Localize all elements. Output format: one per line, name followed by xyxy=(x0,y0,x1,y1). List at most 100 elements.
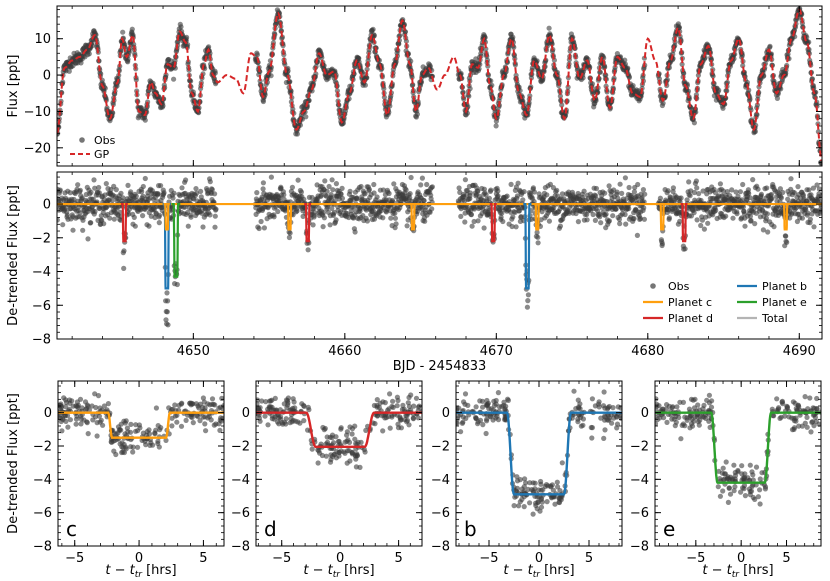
raw-obs-point xyxy=(517,88,523,94)
fold-obs-point xyxy=(272,395,278,401)
raw-obs-point xyxy=(178,24,184,30)
raw-obs-point xyxy=(362,82,368,88)
det-obs-point xyxy=(666,215,673,221)
fold-obs-point xyxy=(265,422,271,428)
raw-plot-area xyxy=(57,6,822,166)
raw-obs-point xyxy=(660,100,666,106)
raw-obs-point xyxy=(126,49,132,55)
det-obs-point xyxy=(764,211,771,217)
det-obs-point xyxy=(185,223,191,229)
det-obs-point xyxy=(200,224,206,230)
legend-planet-e-label: Planet e xyxy=(762,296,807,309)
fold-obs-point xyxy=(63,404,69,410)
det-obs-point xyxy=(713,207,719,214)
det-obs-point xyxy=(164,290,170,296)
fold-d-plot-area xyxy=(256,391,422,470)
det-obs-point xyxy=(758,191,765,197)
fold-obs-point xyxy=(90,417,96,423)
fold-obs-point xyxy=(94,433,100,439)
raw-obs-point xyxy=(691,120,698,126)
det-obs-point xyxy=(515,180,521,186)
transit-model-c xyxy=(163,203,170,231)
fold-obs-point xyxy=(65,424,71,430)
fold-obs-point xyxy=(130,449,136,455)
raw-obs-point xyxy=(129,26,135,32)
det-obs-point xyxy=(635,181,641,188)
det-obs-point xyxy=(471,218,477,225)
fold-obs-point xyxy=(197,418,203,424)
det-obs-point xyxy=(139,189,145,195)
fold-obs-point xyxy=(146,431,153,437)
det-obs-point xyxy=(380,187,386,193)
det-obs-point xyxy=(819,192,822,198)
det-xtick-label: 4680 xyxy=(631,344,664,359)
fold-obs-point xyxy=(394,394,400,400)
raw-obs-point xyxy=(489,82,495,88)
det-obs-point xyxy=(256,225,262,232)
fold-obs-point xyxy=(276,421,282,427)
fold-obs-point xyxy=(401,406,407,412)
raw-obs-point xyxy=(626,74,633,81)
det-obs-point xyxy=(362,191,368,197)
fold-obs-point xyxy=(174,412,180,418)
det-obs-point xyxy=(677,218,683,224)
det-obs-point xyxy=(495,193,501,199)
det-obs-point xyxy=(634,232,641,238)
det-xtick-label: 4670 xyxy=(480,344,513,359)
fold-obs-point xyxy=(113,451,119,458)
fold-obs-point xyxy=(344,432,350,438)
raw-obs-point xyxy=(142,117,148,123)
det-obs-point xyxy=(212,191,218,197)
det-obs-point xyxy=(620,207,626,213)
raw-obs-point xyxy=(364,66,370,72)
raw-obs-point xyxy=(602,64,608,70)
fold-obs-point xyxy=(187,400,193,406)
fold-obs-point xyxy=(119,440,125,446)
det-axes-frame xyxy=(56,171,823,340)
raw-obs-point xyxy=(458,70,464,77)
fold-obs-point xyxy=(256,401,260,407)
fold-obs-point xyxy=(67,417,73,423)
fold-obs-point xyxy=(152,431,158,437)
raw-obs-point xyxy=(559,102,565,108)
raw-obs-point xyxy=(207,50,213,56)
raw-obs-point xyxy=(110,101,116,108)
fold-obs-point xyxy=(406,394,412,401)
det-obs-point xyxy=(696,191,702,197)
det-obs-point xyxy=(783,233,789,239)
det-obs-point xyxy=(811,224,817,230)
det-obs-point xyxy=(422,218,428,224)
det-obs-point xyxy=(765,229,771,235)
det-obs-point xyxy=(598,220,604,226)
det-obs-point xyxy=(748,217,754,224)
fold-obs-point xyxy=(216,405,222,411)
det-obs-point xyxy=(212,224,218,230)
det-obs-point xyxy=(701,226,708,232)
fold-obs-point xyxy=(207,402,213,408)
transit-model-b xyxy=(523,203,532,290)
det-obs-point xyxy=(613,206,619,212)
legend-planet-b-label: Planet b xyxy=(762,280,807,293)
fold-obs-point xyxy=(377,400,383,406)
det-obs-point xyxy=(510,214,516,220)
fold-obs-point xyxy=(272,414,278,420)
det-obs-point xyxy=(509,223,515,230)
det-obs-point xyxy=(508,181,514,187)
det-obs-point xyxy=(289,184,295,190)
det-obs-point xyxy=(407,191,413,197)
det-ytick-label: 0 xyxy=(43,198,51,213)
det-obs-point xyxy=(712,190,719,196)
det-obs-point xyxy=(778,195,785,201)
det-obs-point xyxy=(597,214,603,220)
det-obs-point xyxy=(694,217,700,223)
raw-obs-point xyxy=(78,60,84,66)
fold-c-ytick-label: −8 xyxy=(33,540,52,555)
det-obs-point xyxy=(593,185,600,192)
fold-obs-point xyxy=(122,420,128,426)
fold-obs-point xyxy=(94,420,100,426)
det-obs-point xyxy=(810,185,817,191)
det-obs-point xyxy=(750,177,756,183)
det-obs-point xyxy=(590,211,596,218)
fold-obs-point xyxy=(376,404,382,411)
det-obs-point xyxy=(117,209,123,215)
